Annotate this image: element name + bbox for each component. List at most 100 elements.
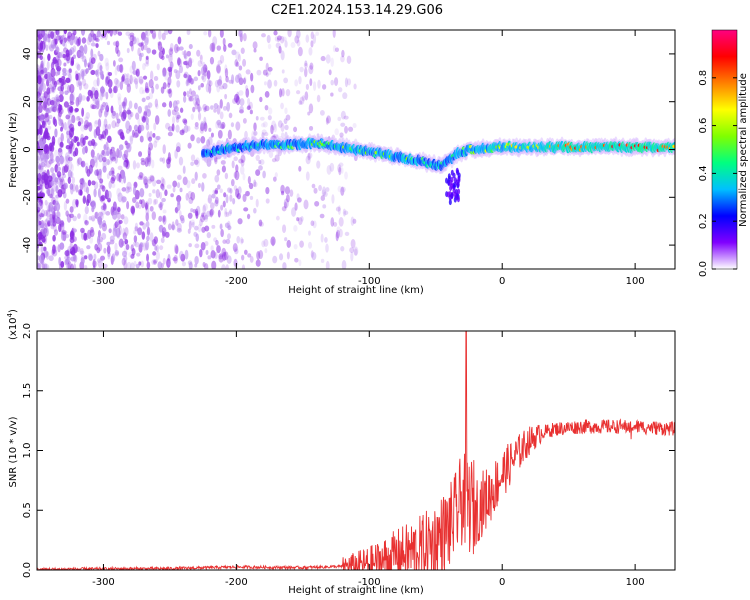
spectrogram-noise-cell (90, 30, 94, 38)
spectrogram-noise-cell (46, 60, 50, 71)
spectrogram-noise-cell (79, 189, 83, 196)
spectrogram-noise-cell (176, 195, 182, 203)
spectrogram-noise-cell (190, 208, 194, 213)
spectrogram-noise-cell (201, 226, 206, 233)
spectrogram-noise-cell (49, 87, 52, 94)
spectrogram-noise-cell (91, 200, 97, 210)
spectrogram-noise-cell (317, 79, 321, 89)
spectrogram-noise-cell (221, 165, 227, 173)
spectrogram-noise-cell (233, 246, 239, 252)
spectrogram-noise-cell (270, 124, 274, 135)
spectrogram-noise-cell (85, 68, 90, 74)
spectrogram-noise-cell (243, 76, 247, 84)
spectrogram-noise-cell (323, 191, 328, 197)
spectrogram-noise-cell (282, 224, 287, 234)
spectrogram-noise-cell (59, 141, 64, 149)
spectrogram-noise-cell (204, 105, 210, 112)
spectrogram-noise-cell (247, 175, 251, 185)
spectrogram-noise-cell (215, 121, 220, 129)
spectrogram-noise-cell (224, 222, 230, 229)
spectrogram-noise-cell (253, 122, 257, 132)
spectrogram-noise-cell (160, 237, 165, 244)
spectrogram-ridge-tail (454, 194, 458, 201)
spectrogram-noise-cell (61, 166, 66, 176)
spectrogram-noise-cell (48, 114, 53, 120)
spectrogram-noise-cell (41, 236, 46, 243)
spectrogram-noise-cell (220, 204, 224, 211)
spectrogram-noise-cell (283, 198, 289, 209)
spectrogram-noise-cell (120, 178, 124, 185)
spectrogram-noise-cell (44, 101, 50, 112)
spectrogram-noise-cell (94, 34, 98, 41)
spectrogram-noise-cell (151, 86, 155, 94)
spectrogram-noise-cell (258, 219, 263, 227)
spectrogram-noise-cell (216, 245, 221, 254)
spectrogram-noise-cell (39, 63, 45, 71)
spectrogram-noise-cell (142, 62, 146, 71)
spectrogram-noise-cell (39, 64, 44, 73)
spectrogram-noise-cell (203, 122, 208, 132)
spectrogram-noise-cell (294, 202, 298, 211)
spectrogram-noise-cell (40, 167, 44, 176)
spectrogram-noise-cell (242, 58, 247, 67)
spectrogram-noise-cell (214, 79, 220, 88)
spectrogram-noise-cell (58, 223, 62, 233)
spectrogram-noise-cell (37, 75, 42, 85)
spectrogram-noise-cell (234, 170, 240, 181)
spectrogram-noise-cell (299, 96, 305, 105)
spectrogram-noise-cell (195, 233, 199, 242)
spectrogram-noise-cell (37, 262, 40, 267)
spectrogram-x-tick-label: -300 (92, 276, 115, 287)
spectrogram-noise-cell (92, 258, 96, 268)
spectrogram-noise-cell (235, 61, 240, 67)
spectrogram-noise-cell (190, 191, 196, 201)
spectrogram-noise-cell (196, 49, 201, 57)
spectrogram-noise-cell (90, 215, 96, 222)
spectrogram-noise-cell (217, 79, 223, 86)
spectrogram-noise-cell (319, 110, 325, 116)
spectrogram-noise-cell (172, 186, 176, 193)
spectrogram-noise-cell (177, 57, 181, 66)
spectrogram-noise-cell (135, 68, 140, 77)
spectrogram-noise-cell (219, 98, 223, 109)
spectrogram-noise-cell (108, 180, 112, 189)
spectrogram-noise-cell (111, 110, 116, 117)
spectrogram-noise-cell (53, 229, 59, 236)
spectrogram-noise-cell (70, 163, 74, 172)
spectrogram-noise-cell (39, 125, 43, 136)
spectrogram-noise-cell (199, 218, 203, 227)
spectrogram-noise-cell (225, 238, 231, 245)
spectrogram-noise-cell (56, 58, 62, 67)
spectrogram-noise-cell (48, 44, 55, 52)
spectrogram-noise-cell (194, 255, 199, 265)
spectrogram-noise-cell (126, 83, 131, 94)
spectrogram-noise-cell (50, 167, 55, 173)
spectrogram-noise-cell (148, 92, 154, 100)
spectrogram-noise-cell (118, 238, 124, 248)
spectrogram-noise-cell (175, 116, 180, 123)
spectrogram-noise-cell (205, 83, 210, 93)
spectrogram-noise-cell (76, 38, 80, 47)
spectrogram-noise-cell (132, 241, 137, 247)
spectrogram-noise-cell (267, 66, 273, 72)
spectrogram-noise-cell (161, 230, 166, 239)
spectrogram-noise-cell (139, 187, 145, 198)
spectrogram-noise-cell (46, 72, 52, 81)
spectrogram-noise-cell (57, 51, 62, 59)
spectrogram-noise-cell (144, 36, 149, 46)
spectrogram-noise-cell (296, 193, 300, 201)
spectrogram-noise-cell (37, 216, 40, 223)
spectrogram-noise-cell (162, 157, 166, 164)
spectrogram-noise-cell (96, 77, 100, 87)
spectrogram-noise-cell (70, 263, 74, 269)
spectrogram-noise-cell (279, 35, 285, 44)
spectrogram-noise-cell (131, 35, 137, 42)
spectrogram-noise-cell (151, 259, 156, 265)
spectrogram-noise-cell (52, 244, 56, 255)
spectrogram-noise-cell (224, 207, 228, 215)
spectrogram-noise-cell (187, 59, 192, 68)
spectrogram-noise-cell (56, 50, 61, 61)
spectrogram-noise-cell (134, 241, 140, 248)
spectrogram-noise-cell (43, 246, 47, 252)
spectrogram-noise-cell (285, 89, 291, 97)
